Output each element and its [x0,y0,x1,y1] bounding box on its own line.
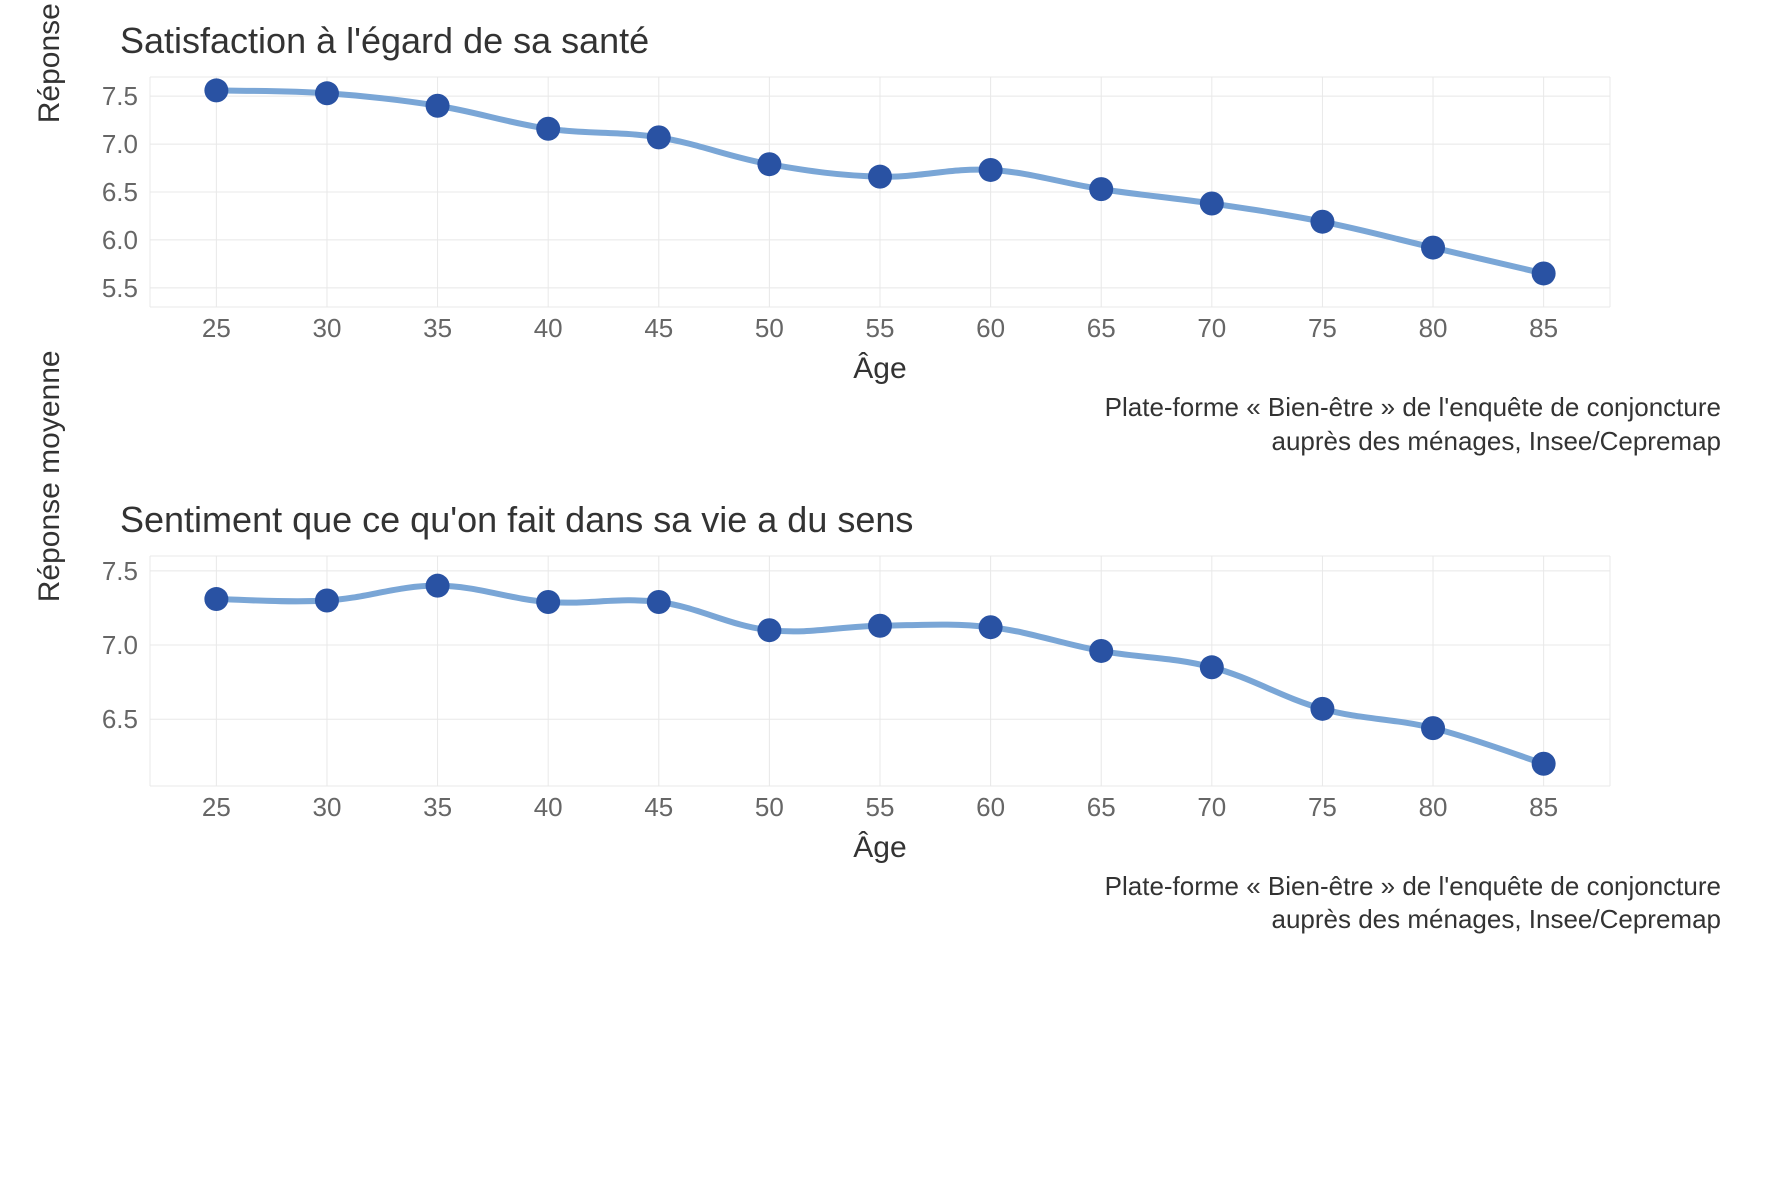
plot-area: Réponse moyenne2530354045505560657075808… [60,546,1751,826]
chart-panel: Sentiment que ce qu'on fait dans sa vie … [20,499,1751,938]
y-tick-label: 7.5 [102,555,138,585]
x-tick-label: 85 [1529,313,1558,343]
x-tick-label: 45 [644,792,673,822]
x-tick-label: 75 [1308,313,1337,343]
y-tick-label: 6.5 [102,704,138,734]
data-point [1310,696,1334,720]
data-point [1421,236,1445,260]
x-axis-label: Âge [150,352,1610,386]
chart-plot: 25 30 35 40 45 50 55 60 65 70 75 80 85 5.5 6.0 6.5 7.0 7.… [60,67,1640,347]
data-point [868,165,892,189]
chart-plot: 25 30 35 40 45 50 55 60 65 70 75 80 85 6.5 7.0 7.5 [60,546,1640,826]
data-point [1310,210,1334,234]
chart-title: Satisfaction à l'égard de sa santé [120,20,1751,62]
x-tick-label: 65 [1087,313,1116,343]
y-axis-label: Réponse moyenne [33,350,67,602]
data-point [426,94,450,118]
data-point [1089,639,1113,663]
x-tick-label: 30 [313,313,342,343]
data-point [1532,261,1556,285]
y-tick-label: 6.0 [102,225,138,255]
data-point [1200,192,1224,216]
chart-panel: Satisfaction à l'égard de sa santéRépons… [20,20,1751,459]
x-tick-label: 50 [755,313,784,343]
x-tick-label: 40 [534,313,563,343]
data-point [1200,655,1224,679]
data-point [868,613,892,637]
y-tick-label: 5.5 [102,273,138,303]
data-point [1421,716,1445,740]
x-tick-label: 60 [976,313,1005,343]
x-axis-label: Âge [150,831,1610,865]
caption-line: Plate-forme « Bien-être » de l'enquête d… [20,870,1721,904]
data-point [204,78,228,102]
x-tick-label: 50 [755,792,784,822]
data-point [315,588,339,612]
x-tick-label: 85 [1529,792,1558,822]
x-tick-label: 40 [534,792,563,822]
data-point [647,590,671,614]
y-tick-label: 6.5 [102,177,138,207]
x-tick-label: 30 [313,792,342,822]
caption-line: auprès des ménages, Insee/Cepremap [20,425,1721,459]
plot-area: Réponse moyenne2530354045505560657075808… [60,67,1751,347]
x-tick-label: 25 [202,313,231,343]
data-point [979,158,1003,182]
x-tick-label: 35 [423,792,452,822]
data-point [536,117,560,141]
data-point [426,573,450,597]
x-tick-label: 80 [1419,313,1448,343]
chart-caption: Plate-forme « Bien-être » de l'enquête d… [20,870,1751,938]
data-point [536,590,560,614]
y-tick-label: 7.0 [102,630,138,660]
x-tick-label: 25 [202,792,231,822]
data-point [647,125,671,149]
caption-line: auprès des ménages, Insee/Cepremap [20,903,1721,937]
data-point [1532,751,1556,775]
chart-title: Sentiment que ce qu'on fait dans sa vie … [120,499,1751,541]
data-point [315,81,339,105]
x-tick-label: 70 [1197,792,1226,822]
x-tick-label: 75 [1308,792,1337,822]
data-point [757,152,781,176]
x-tick-label: 60 [976,792,1005,822]
x-tick-label: 55 [866,792,895,822]
x-tick-label: 80 [1419,792,1448,822]
x-tick-label: 45 [644,313,673,343]
x-tick-label: 65 [1087,792,1116,822]
data-point [204,587,228,611]
data-point [1089,177,1113,201]
data-point [757,618,781,642]
chart-caption: Plate-forme « Bien-être » de l'enquête d… [20,391,1751,459]
x-tick-label: 70 [1197,313,1226,343]
y-tick-label: 7.5 [102,81,138,111]
y-tick-label: 7.0 [102,129,138,159]
y-axis-label: Réponse moyenne [33,0,67,123]
x-tick-label: 55 [866,313,895,343]
x-tick-label: 35 [423,313,452,343]
data-point [979,615,1003,639]
caption-line: Plate-forme « Bien-être » de l'enquête d… [20,391,1721,425]
